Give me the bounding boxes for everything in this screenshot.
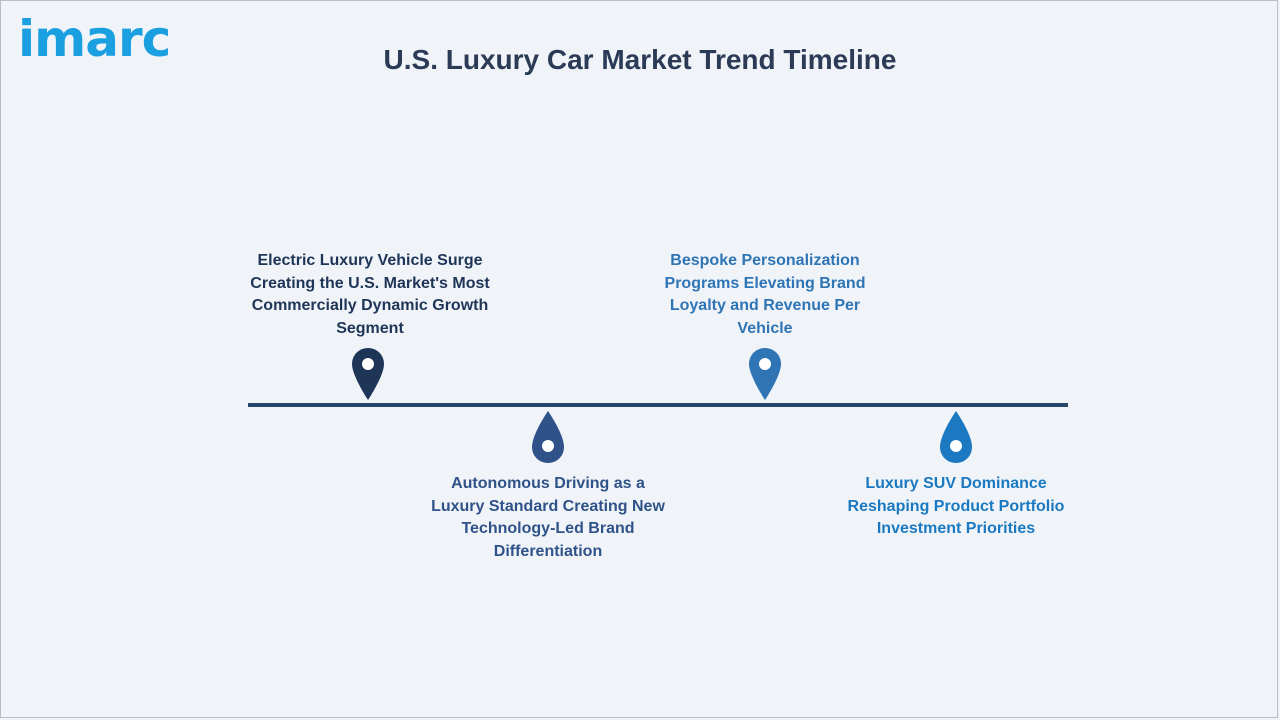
timeline-line — [248, 403, 1068, 407]
drop-icon — [940, 411, 972, 463]
map-pin-icon — [749, 348, 781, 400]
timeline-event-electric: Electric Luxury Vehicle Surge Creating t… — [250, 252, 490, 337]
imarc-logo: imarc — [18, 10, 171, 68]
drop-icon — [532, 411, 564, 463]
timeline-event-autonomous: Autonomous Driving as a Luxury Standard … — [431, 475, 665, 560]
map-pin-icon — [352, 348, 384, 400]
page-title: U.S. Luxury Car Market Trend Timeline — [383, 44, 897, 75]
timeline-event-suv: Luxury SUV Dominance Reshaping Product P… — [847, 475, 1065, 537]
timeline-event-bespoke: Bespoke Personalization Programs Elevati… — [664, 252, 866, 337]
